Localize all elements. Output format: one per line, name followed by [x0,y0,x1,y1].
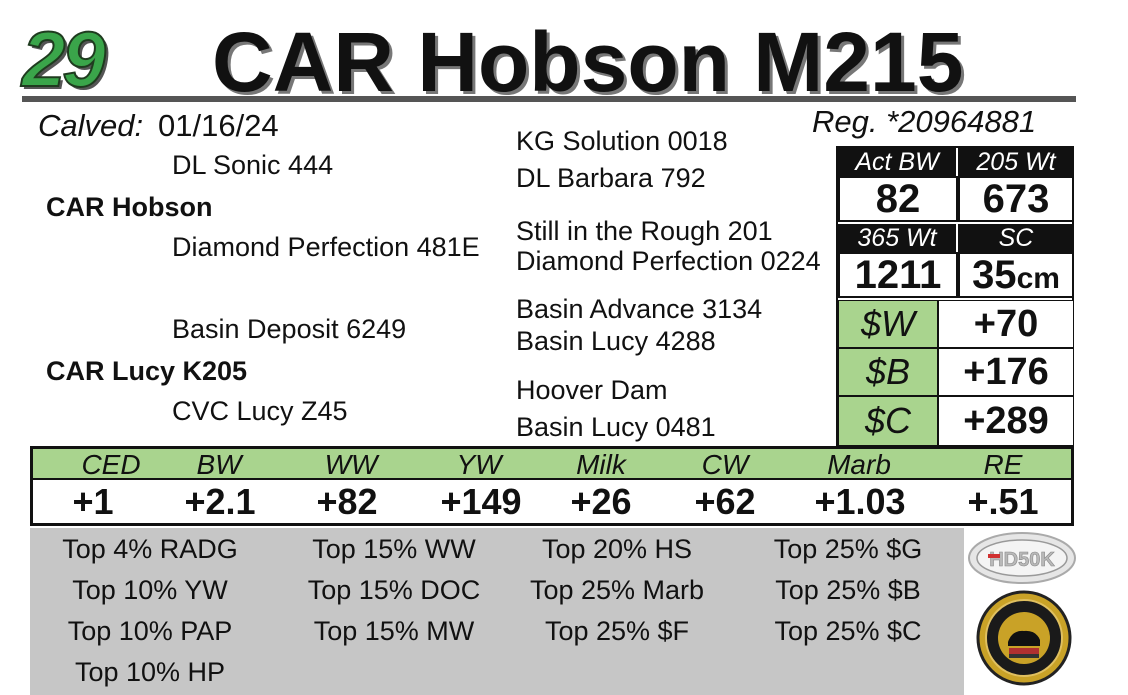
sire-dam: Diamond Perfection 481E [172,232,480,262]
index-w-value: +70 [938,300,1074,348]
epd-table: CED BW WW YW Milk CW Marb RE +1 +2.1 +82… [30,446,1074,526]
epd-header-row [33,449,1071,480]
registration-number: Reg. *20964881 [812,104,1037,139]
index-c-value: +289 [938,396,1074,446]
w365-value: 1211 [838,252,958,298]
lot-number: 29 [21,14,107,104]
pct-item: Top 25% $F [544,616,690,646]
pct-item: Top 10% YW [72,575,228,605]
pct-item: Top 25% Marb [529,575,705,605]
ss-sire: KG Solution 0018 [516,126,728,156]
ss-dam: DL Barbara 792 [516,163,706,193]
header-divider [22,96,1076,102]
pct-item: Top 10% PAP [67,616,233,646]
epd-label-marb: Marb [827,449,891,480]
stats-box: Act BW 205 Wt 82 673 365 Wt SC 1211 35cm… [836,146,1074,448]
epd-value-ced: +1 [72,481,114,522]
act-bw-label: Act BW [838,148,956,176]
pct-item: Top 4% RADG [62,534,238,564]
epd-value-milk: +26 [570,481,632,522]
epd-value-bw: +2.1 [184,481,256,522]
sc-number: 35 [972,253,1017,297]
epd-value-yw: +149 [440,481,522,522]
percentile-panel: Top 4% RADG Top 10% YW Top 10% PAP Top 1… [30,528,964,695]
index-b-value: +176 [938,348,1074,396]
animal-name: CAR Hobson M215 [212,15,964,109]
epd-value-re: +.51 [967,481,1039,522]
hd50k-logo-text: HD50K [989,549,1055,571]
ds-dam: Basin Lucy 4288 [516,326,716,356]
pct-item: Top 10% HP [74,657,226,687]
ds-sire: Basin Advance 3134 [516,294,763,324]
calved-label: Calved: [38,108,144,143]
w365-label: 365 Wt [838,224,956,252]
sire: CAR Hobson [46,192,213,222]
sc-value: 35cm [958,252,1074,298]
epd-value-cw: +62 [694,481,756,522]
sc-label: SC [958,224,1074,252]
hd50k-logo: HD50K [966,530,1078,586]
dd-dam: Basin Lucy 0481 [516,412,716,442]
pct-item: Top 25% $C [774,616,922,646]
sc-unit: cm [1016,262,1060,295]
epd-label-milk: Milk [576,449,626,480]
dam-dam: CVC Lucy Z45 [172,396,348,426]
index-w-label: $W [838,300,938,348]
epd-value-marb: +1.03 [814,481,906,522]
sd-dam: Diamond Perfection 0224 [516,246,821,276]
dam: CAR Lucy K205 [46,356,248,386]
dam-sire: Basin Deposit 6249 [172,314,407,344]
seal-logo [972,588,1080,688]
pct-item: Top 15% DOC [307,575,481,605]
pct-item: Top 25% $G [773,534,923,564]
pct-item: Top 25% $B [775,575,921,605]
epd-label-re: RE [983,449,1023,480]
epd-value-ww: +82 [316,481,378,522]
pct-item: Top 15% MW [313,616,475,646]
dd-sire: Hoover Dam [516,375,668,405]
w205-value: 673 [958,176,1074,222]
epd-label-cw: CW [701,449,749,480]
act-bw-value: 82 [838,176,958,222]
calved-date: 01/16/24 [158,108,279,143]
index-c-label: $C [838,396,938,446]
epd-label-bw: BW [196,449,242,480]
pct-item: Top 15% WW [312,534,476,564]
epd-label-ced: CED [81,449,141,480]
w205-label: 205 Wt [958,148,1074,176]
sire-sire: DL Sonic 444 [172,150,334,180]
index-b-label: $B [838,348,938,396]
sd-sire: Still in the Rough 201 [516,216,773,246]
epd-label-ww: WW [324,449,378,480]
pct-item: Top 20% HS [541,534,693,564]
epd-label-yw: YW [456,449,502,480]
